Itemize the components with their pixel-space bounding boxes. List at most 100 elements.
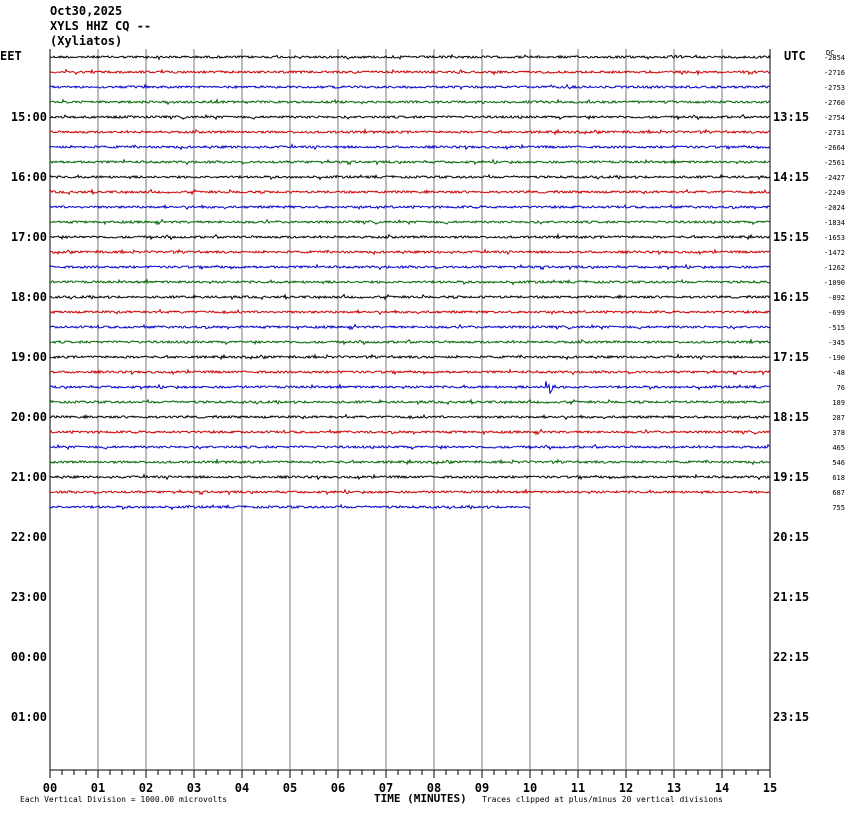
trace-dc-offset-label: -515 [828,324,845,332]
trace-dc-offset-label: -1653 [824,234,845,242]
hour-label-left: 00:00 [11,650,47,664]
station-location: (Xyliatos) [50,34,123,48]
trace-dc-offset-label: -2854 [824,54,845,62]
x-tick-label: 13 [667,781,681,795]
hour-label-right: 18:15 [773,410,809,424]
trace-line [49,173,771,181]
station-code: XYLS HHZ CQ -- [50,19,152,33]
hour-label-right: 14:15 [773,170,809,184]
trace-dc-offset-label: -2249 [824,189,845,197]
clip-note: Traces clipped at plus/minus 20 vertical… [482,795,723,804]
x-tick-label: 11 [571,781,585,795]
x-tick-label: 14 [715,781,729,795]
trace-dc-offset-label: 287 [832,414,845,422]
trace-dc-offset-label: -1262 [824,264,845,272]
hour-label-left: 18:00 [11,290,47,304]
x-axis-title: TIME (MINUTES) [374,792,467,805]
x-tick-label: 10 [523,781,537,795]
hour-label-left: 20:00 [11,410,47,424]
trace-line [49,293,771,301]
trace-line [49,323,771,331]
trace-dc-offset-label: -2427 [824,174,845,182]
trace-dc-offset-label: -1472 [824,249,845,257]
x-tick-label: 12 [619,781,633,795]
trace-line [49,203,771,211]
trace-line [49,368,771,376]
trace-line [49,353,771,361]
trace-line [49,248,770,256]
trace-dc-offset-label: -2731 [824,129,845,137]
trace-dc-offset-label: -1090 [824,279,845,287]
trace-line [49,188,771,196]
hour-label-right: 21:15 [773,590,809,604]
trace-dc-offset-label: -2754 [824,114,845,122]
hour-label-right: 17:15 [773,350,809,364]
dc-corner-label: DC [826,49,835,57]
trace-line [49,457,771,466]
trace-line [49,398,771,406]
trace-dc-offset-label: -2753 [824,84,845,92]
trace-dc-offset-label: -48 [832,369,845,377]
x-tick-label: 06 [331,781,345,795]
x-tick-label: 07 [379,781,393,795]
hour-label-left: 23:00 [11,590,47,604]
trace-dc-offset-label: 755 [832,504,845,512]
trace-line [49,308,771,316]
x-tick-label: 08 [427,781,441,795]
scale-note: Each Vertical Division = 1000.00 microvo… [20,795,228,804]
hour-label-right: 22:15 [773,650,809,664]
trace-line [49,413,771,421]
trace-dc-offset-label: -699 [828,309,845,317]
hour-label-right: 23:15 [773,710,809,724]
trace-dc-offset-label: 465 [832,444,845,452]
trace-line [49,68,771,76]
trace-dc-offset-label: -2664 [824,144,845,152]
hour-label-left: 19:00 [11,350,47,364]
trace-dc-offset-label: -892 [828,294,845,302]
x-tick-label: 15 [763,781,777,795]
trace-line [49,473,771,481]
hour-label-left: 01:00 [11,710,47,724]
x-tick-label: 05 [283,781,297,795]
trace-line [49,428,771,436]
trace-line [49,53,771,61]
trace-line [49,218,771,226]
hour-label-right: 20:15 [773,530,809,544]
trace-dc-offset-label: -2561 [824,159,845,167]
trace-dc-offset-label: -2760 [824,99,845,107]
hour-label-left: 15:00 [11,110,47,124]
hour-label-left: 17:00 [11,230,47,244]
hour-label-left: 22:00 [11,530,47,544]
x-tick-label: 00 [43,781,57,795]
trace-line [49,232,771,241]
trace-dc-offset-label: -2716 [824,69,845,77]
x-tick-label: 03 [187,781,201,795]
x-tick-label: 09 [475,781,489,795]
trace-line [49,337,771,346]
hour-label-left: 16:00 [11,170,47,184]
timezone-right-label: UTC [784,49,806,63]
hour-label-right: 16:15 [773,290,809,304]
trace-line [49,263,771,271]
trace-line [49,98,771,106]
trace-dc-offset-label: 687 [832,489,845,497]
trace-dc-offset-label: 618 [832,474,845,482]
trace-line [49,278,771,286]
trace-dc-offset-label: 378 [832,429,845,437]
timezone-left-label: EET [0,49,22,63]
trace-dc-offset-label: -190 [828,354,845,362]
trace-line [49,158,771,166]
hour-label-left: 21:00 [11,470,47,484]
hour-label-right: 19:15 [773,470,809,484]
trace-line [49,443,771,451]
trace-line [50,488,771,496]
x-tick-label: 04 [235,781,249,795]
hour-label-right: 15:15 [773,230,809,244]
trace-line [49,127,771,136]
trace-line [49,381,771,395]
trace-dc-offset-label: -2024 [824,204,845,212]
hour-label-right: 13:15 [773,110,809,124]
trace-dc-offset-label: -345 [828,339,845,347]
trace-dc-offset-label: 189 [832,399,845,407]
